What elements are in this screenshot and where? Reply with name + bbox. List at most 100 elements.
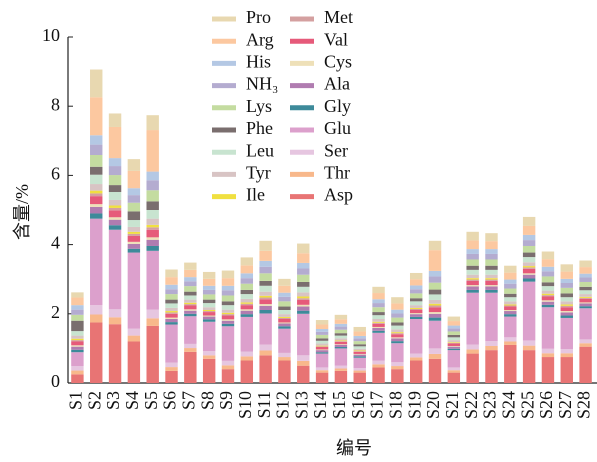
bar-segment bbox=[485, 289, 498, 293]
bar-segment bbox=[372, 360, 385, 365]
bar-segment bbox=[278, 296, 291, 302]
bar-segment bbox=[579, 302, 592, 304]
bar-segment bbox=[504, 305, 517, 307]
bar-segment bbox=[466, 269, 479, 275]
bar-segment bbox=[428, 289, 442, 295]
x-tick-label: S28 bbox=[574, 391, 594, 419]
bar-segment bbox=[334, 344, 348, 345]
bar-segment bbox=[485, 285, 498, 287]
bar-segment bbox=[165, 324, 178, 363]
bar-segment bbox=[127, 341, 141, 383]
bar-segment bbox=[90, 69, 103, 98]
bar-segment bbox=[409, 309, 423, 314]
bar-segment bbox=[259, 295, 272, 298]
bar-segment bbox=[184, 310, 197, 314]
bar-segment bbox=[315, 334, 329, 339]
legend-label: Arg bbox=[246, 29, 274, 49]
bar-segment bbox=[447, 325, 461, 329]
bar-segment bbox=[409, 301, 423, 306]
bar-segment bbox=[297, 365, 310, 383]
bar-segment bbox=[108, 205, 122, 208]
bar-segment bbox=[409, 308, 423, 310]
bar-segment bbox=[579, 260, 592, 268]
bar-segment bbox=[353, 351, 366, 354]
bar-segment bbox=[428, 320, 442, 349]
bar-segment bbox=[579, 346, 592, 383]
bar-segment bbox=[372, 323, 385, 327]
bar-segment bbox=[71, 305, 84, 310]
legend-label: Ala bbox=[324, 74, 350, 94]
bar-segment bbox=[372, 332, 385, 361]
bar-segment bbox=[579, 308, 592, 340]
bar-segment bbox=[71, 374, 84, 383]
bar-segment bbox=[146, 229, 159, 238]
bar-segment bbox=[447, 372, 461, 383]
bar-segment bbox=[541, 259, 555, 267]
bar-segment bbox=[259, 350, 272, 356]
bar-segment bbox=[71, 341, 84, 346]
legend-label: Cys bbox=[324, 52, 352, 72]
bar-segment bbox=[522, 273, 536, 275]
y-tick-label: 6 bbox=[51, 164, 60, 184]
bar-segment bbox=[579, 298, 592, 303]
bar-segment bbox=[71, 352, 84, 367]
bar-segment bbox=[297, 296, 310, 299]
bar-segment bbox=[90, 204, 103, 207]
bar-segment bbox=[409, 314, 423, 317]
bar-segment bbox=[334, 370, 348, 383]
bar-segment bbox=[221, 309, 235, 313]
bar-segment bbox=[485, 269, 498, 275]
x-tick-label: S18 bbox=[386, 391, 406, 419]
bar-segment bbox=[315, 329, 329, 332]
bar-segment bbox=[485, 341, 498, 346]
bar-segment bbox=[334, 341, 348, 342]
bar-segment bbox=[504, 283, 517, 289]
bar-segment bbox=[278, 314, 291, 317]
bar-segment bbox=[522, 262, 536, 267]
bar-segment bbox=[391, 369, 404, 383]
bar-segment bbox=[409, 316, 423, 319]
x-tick-label: S21 bbox=[442, 391, 462, 419]
bar-segment bbox=[240, 310, 254, 315]
bar-segment bbox=[504, 316, 517, 338]
bar-segment bbox=[522, 257, 536, 263]
bar-segment bbox=[579, 277, 592, 282]
bar-segment bbox=[221, 314, 235, 316]
x-tick-label: S22 bbox=[461, 391, 481, 419]
bar-segment bbox=[90, 166, 103, 175]
bar-segment bbox=[353, 372, 366, 383]
bar-segment bbox=[146, 224, 159, 228]
bar-segment bbox=[391, 309, 404, 314]
bar-segment bbox=[409, 353, 423, 358]
bar-segment bbox=[202, 271, 216, 279]
bar-segment bbox=[90, 218, 103, 306]
bar-segment bbox=[409, 293, 423, 299]
bar-segment bbox=[315, 340, 329, 344]
bar-segment bbox=[90, 206, 103, 214]
bar-segment bbox=[165, 367, 178, 371]
bar-segment bbox=[315, 347, 329, 350]
bar-segment bbox=[127, 233, 141, 236]
bar-segment bbox=[108, 185, 122, 193]
bar-segment bbox=[315, 338, 329, 341]
bar-segment bbox=[428, 348, 442, 354]
bar-segment bbox=[372, 321, 385, 323]
bar-segment bbox=[485, 241, 498, 250]
bar-segment bbox=[334, 341, 348, 345]
bar-segment bbox=[372, 315, 385, 319]
bar-segment bbox=[90, 190, 103, 194]
bar-segment bbox=[504, 337, 517, 342]
bar-segment bbox=[259, 304, 272, 306]
bar-segment bbox=[372, 303, 385, 308]
bar-segment bbox=[485, 265, 498, 270]
bar-segment bbox=[447, 331, 461, 335]
bar-segment bbox=[541, 251, 555, 260]
bar-segment bbox=[259, 240, 272, 251]
bar-segment bbox=[297, 281, 310, 287]
bar-segment bbox=[165, 318, 178, 323]
x-tick-label: S6 bbox=[160, 391, 180, 410]
legend-label: Phe bbox=[246, 118, 273, 138]
bar-segment bbox=[409, 289, 423, 294]
bar-segment bbox=[504, 293, 517, 298]
x-tick-label: S16 bbox=[348, 391, 368, 419]
